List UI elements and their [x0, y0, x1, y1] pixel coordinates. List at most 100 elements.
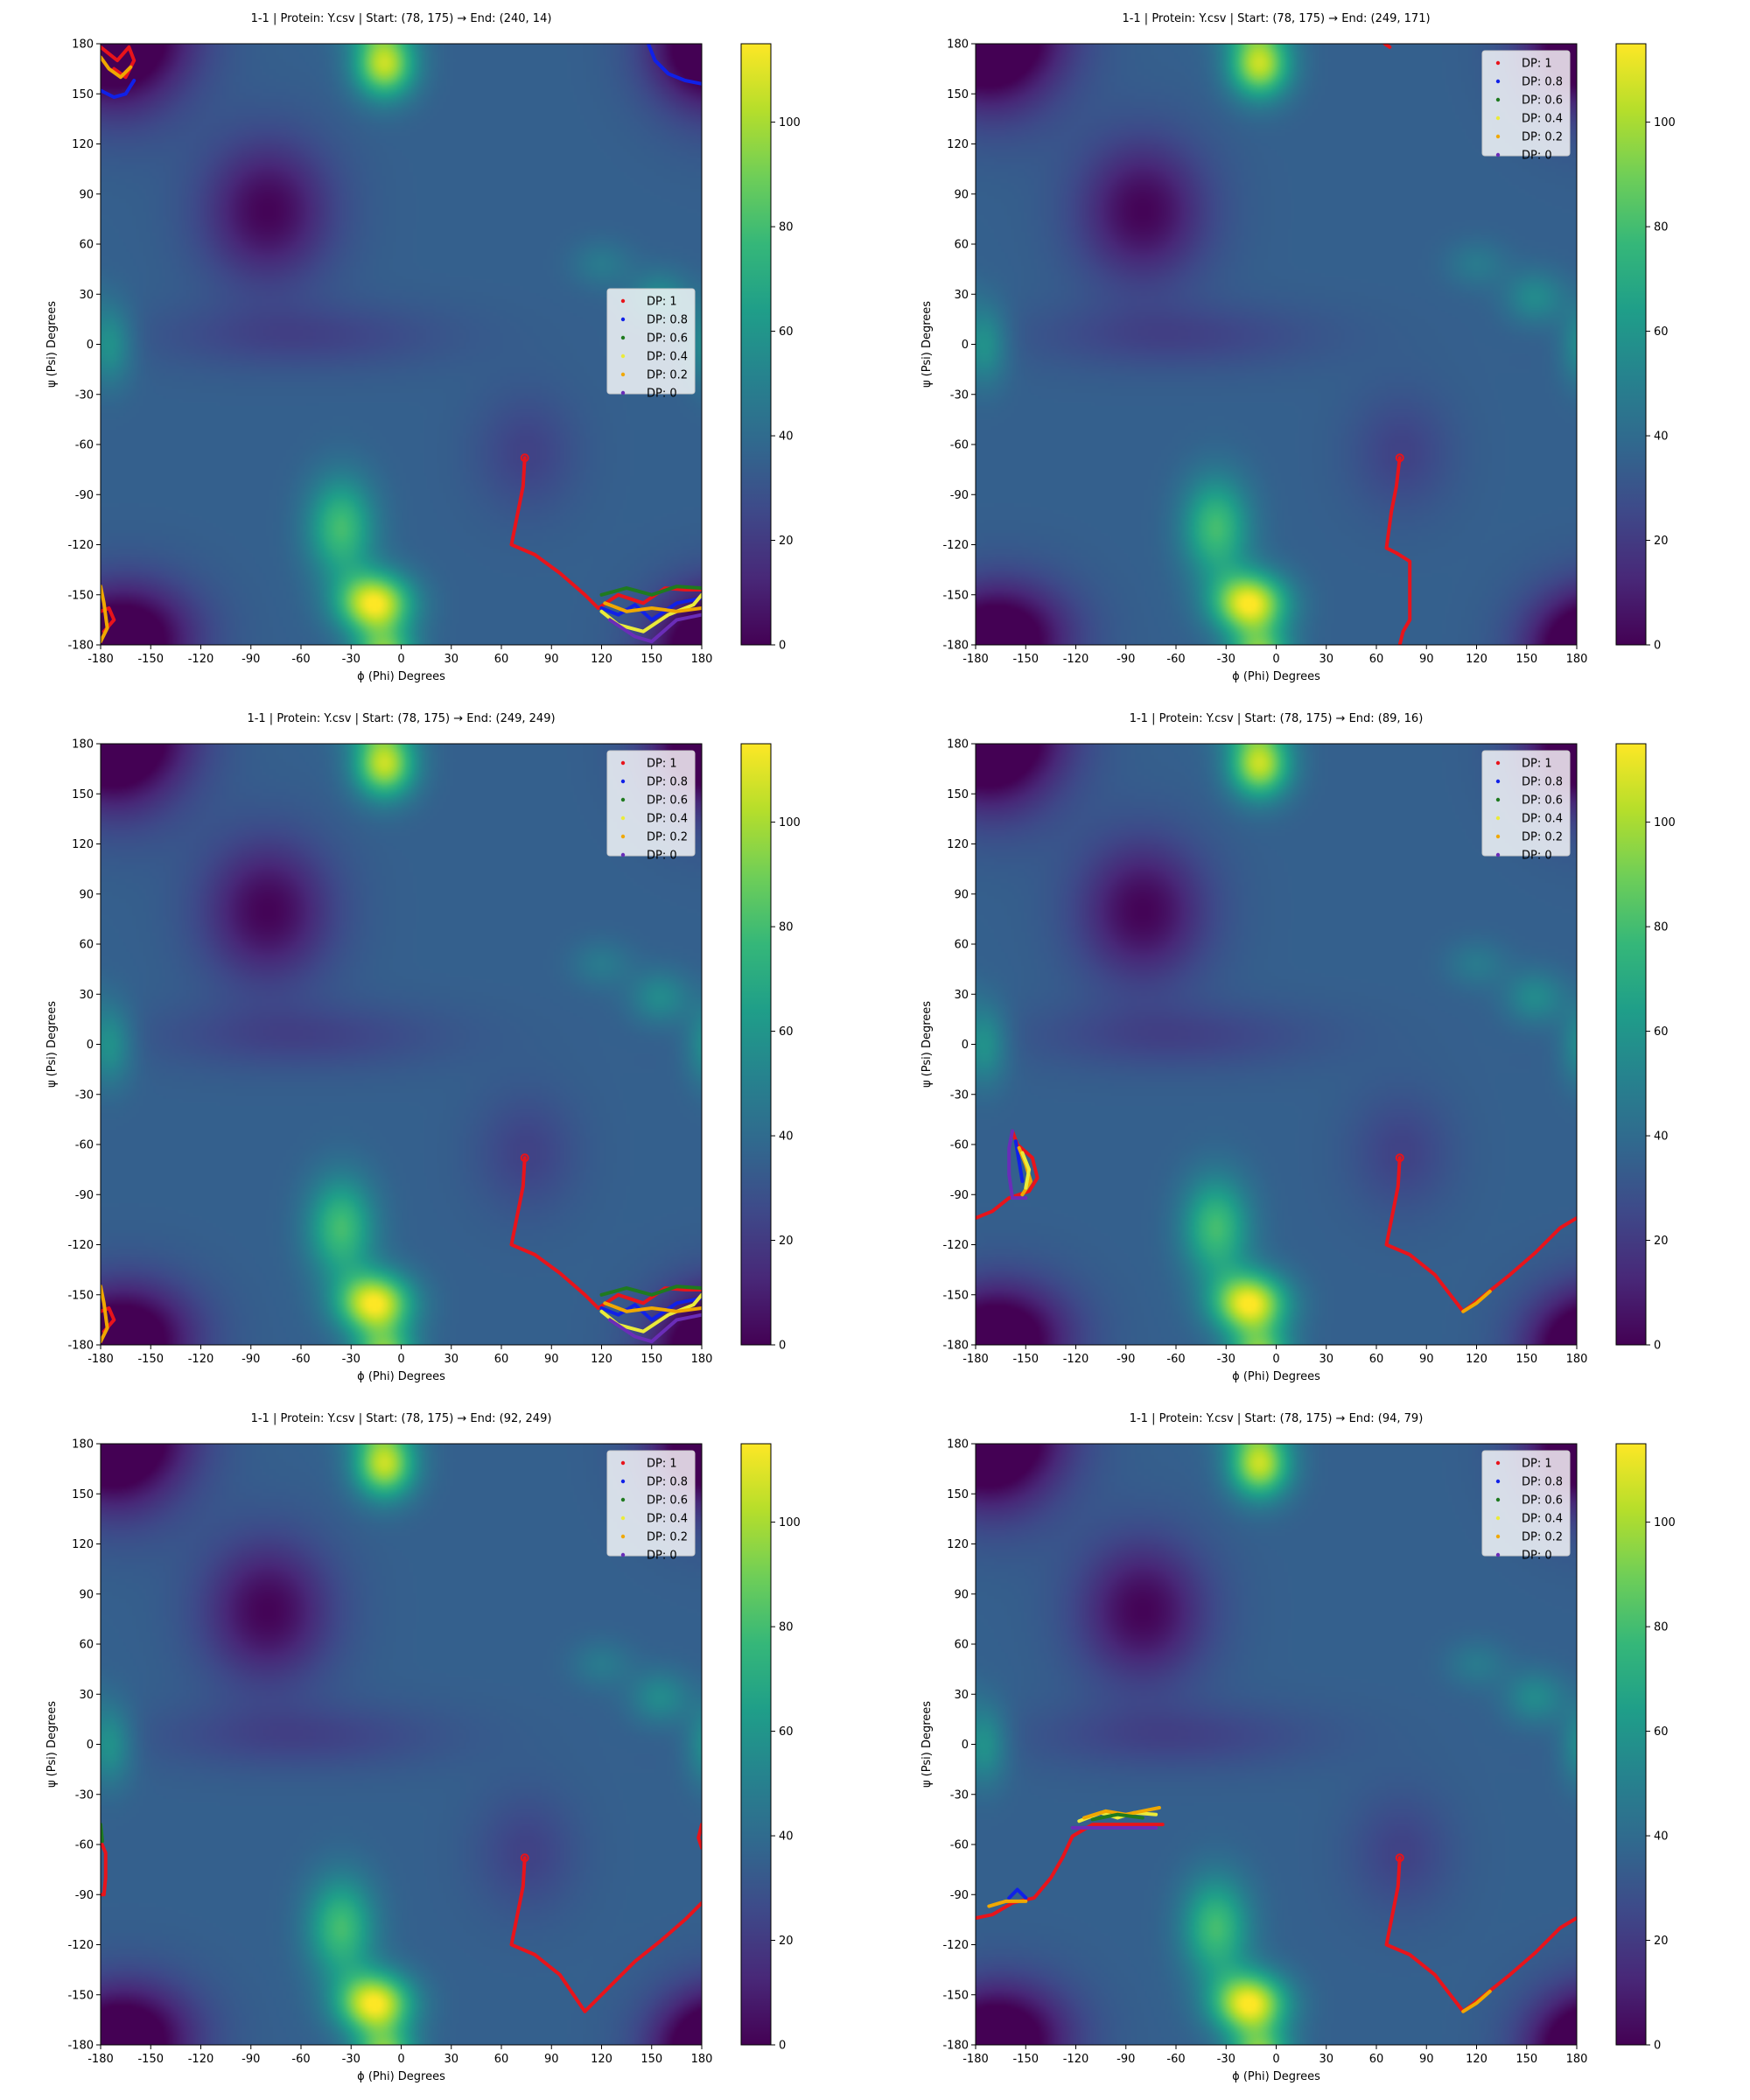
dp-path [1020, 1151, 1032, 1190]
legend-marker [1495, 779, 1501, 784]
colorbar-tick-label: 80 [779, 221, 794, 234]
y-tick-label: -120 [67, 1239, 94, 1252]
x-tick-label: -180 [962, 1353, 989, 1366]
x-tick-label: -120 [1063, 1353, 1089, 1366]
dp-path [509, 1856, 702, 2013]
y-axis-label: ψ (Psi) Degrees [46, 301, 59, 388]
y-axis-label: ψ (Psi) Degrees [920, 301, 934, 388]
x-tick-label: -30 [1217, 2053, 1236, 2066]
y-tick-label: -30 [75, 1788, 94, 1802]
chart-title: 1-1 | Protein: Y.csv | Start: (78, 175) … [1130, 712, 1424, 725]
y-tick-label: -120 [942, 539, 969, 552]
dp-path [1090, 1812, 1144, 1822]
legend-marker [1495, 134, 1501, 139]
x-tick-label: 0 [1272, 653, 1279, 666]
legend-marker [1495, 79, 1501, 84]
start-marker [520, 453, 529, 463]
dp-path [976, 1823, 1165, 1920]
dp-path [1013, 1139, 1025, 1183]
legend-label: DP: 0.2 [647, 369, 688, 382]
x-tick-label: 60 [1369, 1353, 1384, 1366]
legend: DP: 1 DP: 0.8 DP: 0.6 DP: 0.4 DP: 0.2 DP: 0 [606, 1450, 696, 1563]
x-tick-label: -30 [342, 2053, 360, 2066]
legend-label: DP: 0.6 [1522, 94, 1563, 108]
y-tick-label: 60 [954, 239, 969, 252]
x-tick-label: 30 [444, 653, 458, 666]
x-tick-label: 180 [1566, 2053, 1588, 2066]
legend-label: DP: 1 [647, 1458, 677, 1471]
y-tick-label: -180 [67, 640, 94, 653]
legend-label: DP: 0.2 [647, 1531, 688, 1544]
y-tick-label: -180 [942, 2040, 969, 2053]
legend-label: DP: 0.8 [1522, 1476, 1563, 1489]
y-tick-label: -30 [75, 1088, 94, 1102]
y-tick-label: 60 [79, 1639, 94, 1652]
legend-marker [620, 1534, 626, 1539]
colorbar [1615, 43, 1647, 646]
y-tick-label: -60 [950, 1139, 969, 1152]
colorbar-tick-label: 20 [779, 535, 794, 548]
colorbar-tick-label: 60 [779, 1026, 794, 1039]
x-tick-label: -90 [242, 1353, 260, 1366]
legend-marker [1495, 834, 1501, 839]
legend-label: DP: 0.4 [1522, 1513, 1563, 1526]
dp-path [599, 596, 702, 622]
x-tick-label: -60 [291, 2053, 310, 2066]
y-tick-label: 0 [87, 1039, 94, 1052]
colorbar-tick-label: 80 [1654, 221, 1669, 234]
legend-label: DP: 0 [647, 1550, 677, 1563]
dp-path [646, 44, 702, 86]
chart-panel: 1-1 | Protein: Y.csv | Start: (78, 175) … [46, 1412, 801, 2083]
colorbar-tick-label: 0 [779, 2040, 786, 2053]
colorbar-tick-label: 40 [779, 430, 794, 444]
legend-label: DP: 1 [1522, 758, 1552, 771]
x-tick-label: -180 [88, 1353, 114, 1366]
dp-path [1382, 44, 1392, 49]
x-tick-label: 120 [591, 2053, 612, 2066]
x-tick-label: 120 [591, 653, 612, 666]
y-tick-label: -150 [67, 1989, 94, 2002]
legend-marker [620, 852, 626, 858]
legend-label: DP: 0 [1522, 1550, 1552, 1563]
legend-label: DP: 0 [647, 388, 677, 401]
legend-label: DP: 0.6 [647, 1494, 688, 1508]
colorbar-tick-label: 60 [779, 326, 794, 339]
legend-label: DP: 0.4 [647, 813, 688, 826]
colorbar [740, 1443, 772, 2046]
colorbar [740, 743, 772, 1346]
colorbar-tick-label: 100 [779, 1516, 801, 1530]
legend: DP: 1 DP: 0.8 DP: 0.6 DP: 0.4 DP: 0.2 DP: 0 [606, 750, 696, 863]
colorbar-tick-label: 40 [1654, 1130, 1669, 1144]
y-tick-label: 150 [72, 1488, 94, 1502]
colorbar-tick-label: 20 [779, 1935, 794, 1948]
x-tick-label: -30 [1217, 653, 1236, 666]
start-marker [1395, 1853, 1404, 1863]
y-tick-label: -120 [942, 1939, 969, 1952]
colorbar [740, 43, 772, 646]
dp-path [608, 1312, 702, 1344]
x-tick-label: -90 [1116, 1353, 1135, 1366]
y-tick-label: 60 [79, 239, 94, 252]
colorbar-tick-label: 40 [1654, 430, 1669, 444]
y-tick-label: 180 [947, 1438, 969, 1452]
y-tick-label: 180 [947, 38, 969, 52]
legend-marker [620, 1552, 626, 1558]
dp-path [101, 55, 133, 80]
legend-marker [1495, 1460, 1501, 1466]
dp-path [696, 1823, 702, 1850]
legend-box [1481, 50, 1571, 157]
x-tick-label: 0 [397, 2053, 404, 2066]
y-tick-label: 120 [72, 138, 94, 151]
colorbar-tick-label: 0 [1654, 1340, 1661, 1353]
legend-label: DP: 0.6 [1522, 1494, 1563, 1508]
colorbar-tick-label: 20 [1654, 1935, 1669, 1948]
y-tick-label: -150 [942, 589, 969, 602]
colorbar-tick-label: 40 [779, 1830, 794, 1844]
legend-label: DP: 0.4 [647, 351, 688, 364]
y-tick-label: 0 [962, 339, 969, 352]
legend-marker [620, 298, 626, 304]
x-tick-label: 180 [1566, 1353, 1588, 1366]
legend-label: DP: 0.8 [647, 1476, 688, 1489]
energy-heatmap [976, 44, 1577, 645]
